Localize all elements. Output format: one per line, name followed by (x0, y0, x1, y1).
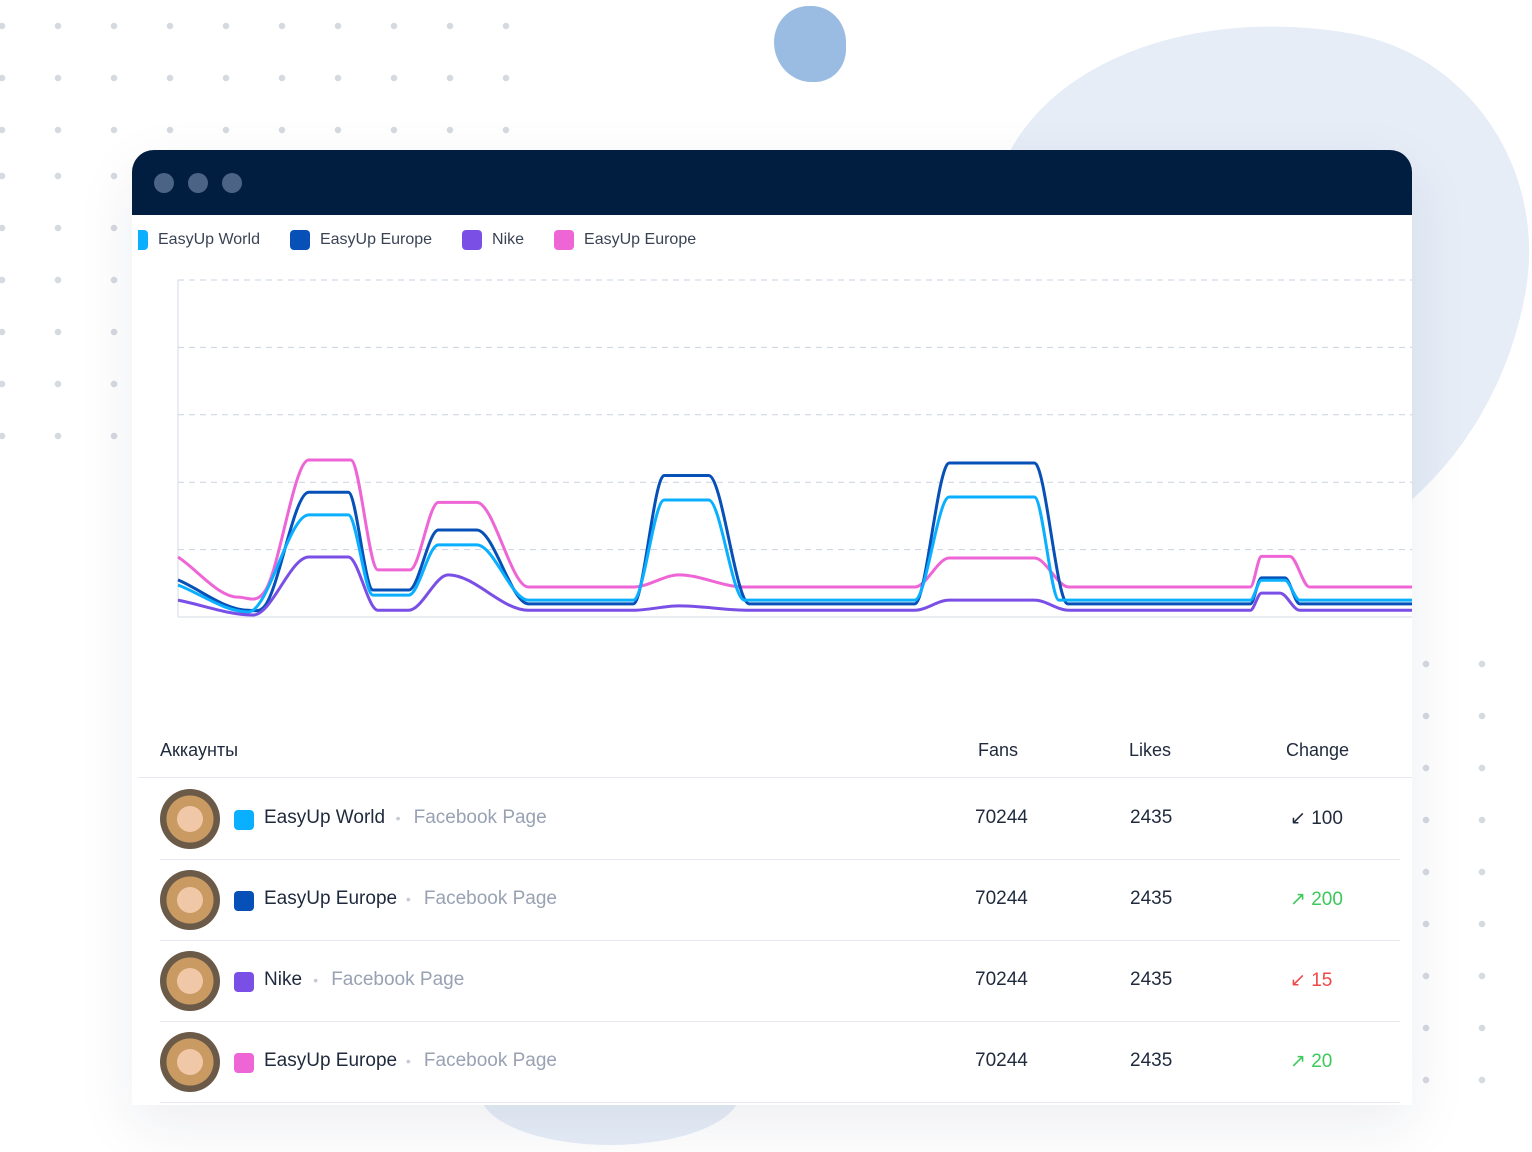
legend-swatch (462, 230, 483, 250)
window-maximize-button[interactable] (222, 172, 242, 193)
legend-label: EasyUp Europe (584, 231, 697, 248)
change-value: 20 (1311, 1051, 1333, 1072)
fans-value: 70244 (975, 888, 1028, 909)
account-type: Facebook Page (331, 969, 465, 990)
header-likes[interactable]: Likes (1129, 740, 1172, 760)
series-line-easyup-europe (177, 461, 1412, 613)
account-type: Facebook Page (423, 888, 557, 909)
trend-up-icon: ↗ (1290, 1051, 1306, 1072)
account-color-swatch (234, 810, 254, 830)
account-type: Facebook Page (413, 807, 547, 828)
legend-item[interactable]: EasyUp Europe (289, 230, 433, 250)
avatar (160, 789, 220, 849)
fans-value: 70244 (975, 807, 1028, 828)
legend-label: EasyUp World (158, 231, 260, 248)
separator-dot: • (405, 1053, 411, 1069)
separator-dot: • (395, 810, 401, 826)
table-row[interactable]: EasyUp Europe • Facebook Page 70244 2435… (160, 860, 1400, 941)
change-value: 200 (1311, 889, 1343, 910)
account-color-swatch (234, 891, 254, 911)
account-name[interactable]: EasyUp Europe (264, 888, 398, 909)
fans-value: 70244 (975, 1050, 1028, 1071)
series-line-easyup-europe (177, 458, 1412, 601)
account-name[interactable]: EasyUp World (264, 807, 386, 828)
account-color-swatch (234, 1053, 254, 1073)
legend-swatch (289, 230, 310, 250)
series-line-easyup-world (177, 495, 1412, 614)
window-minimize-button[interactable] (188, 172, 208, 193)
likes-value: 2435 (1130, 1050, 1173, 1071)
legend-label: Nike (492, 231, 525, 248)
chart-legend: EasyUp World EasyUp Europe Nike EasyUp Euro… (138, 230, 696, 250)
avatar (160, 951, 220, 1011)
legend-item[interactable]: Nike (462, 230, 524, 250)
account-name[interactable]: Nike (264, 969, 303, 990)
avatar (160, 870, 220, 930)
table-row[interactable]: EasyUp World • Facebook Page 70244 2435 … (160, 779, 1400, 860)
avatar (160, 1032, 220, 1092)
line-chart (177, 279, 1412, 618)
trend-down-icon: ↙ (1290, 970, 1306, 991)
separator-dot: • (405, 891, 411, 907)
account-name[interactable]: EasyUp Europe (264, 1050, 398, 1071)
likes-value: 2435 (1130, 807, 1173, 828)
change-value: 15 (1311, 970, 1333, 991)
header-accounts: Аккаунты (160, 740, 239, 760)
legend-item[interactable]: EasyUp World (138, 230, 260, 250)
decor-dots (0, 0, 534, 150)
title-bar (132, 150, 1412, 215)
account-type: Facebook Page (423, 1050, 557, 1071)
decor-dots (1398, 638, 1510, 1098)
change-value: 100 (1311, 808, 1343, 829)
fans-value: 70244 (975, 969, 1028, 990)
legend-swatch (554, 230, 575, 250)
decor-dots (0, 150, 144, 450)
trend-down-icon: ↙ (1290, 808, 1306, 829)
table-row[interactable]: EasyUp Europe • Facebook Page 70244 2435… (160, 1022, 1400, 1103)
window-close-button[interactable] (154, 172, 174, 193)
account-color-swatch (234, 972, 254, 992)
legend-swatch (138, 230, 148, 250)
legend-item[interactable]: EasyUp Europe (554, 230, 696, 250)
trend-up-icon: ↗ (1290, 889, 1306, 910)
app-window: EasyUp World EasyUp Europe Nike EasyUp Euro… (132, 150, 1412, 1105)
likes-value: 2435 (1130, 969, 1173, 990)
table-row[interactable]: Nike • Facebook Page 70244 2435 ↙ 15 (160, 941, 1400, 1022)
series-line-nike (177, 555, 1412, 617)
header-change[interactable]: Change (1286, 740, 1350, 760)
header-fans[interactable]: Fans (978, 740, 1019, 760)
likes-value: 2435 (1130, 888, 1173, 909)
decor-blob (774, 6, 846, 82)
legend-label: EasyUp Europe (319, 231, 433, 248)
separator-dot: • (313, 972, 319, 988)
table-header: Аккаунты Fans Likes Change (138, 740, 1412, 778)
